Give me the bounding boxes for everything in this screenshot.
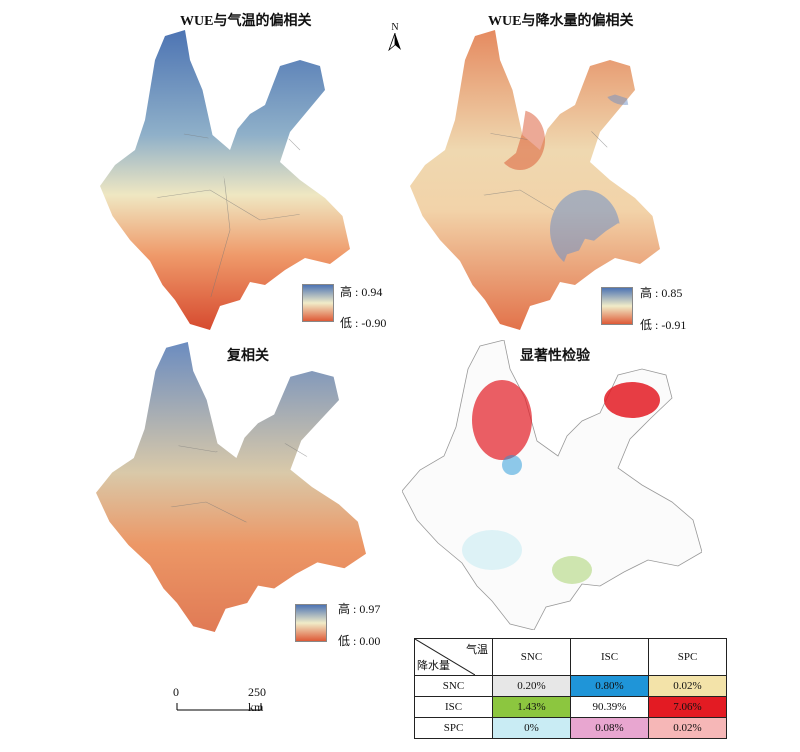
legend-low-temperature: 低 : -0.90 bbox=[340, 316, 387, 330]
legend-ramp-temperature bbox=[302, 284, 334, 322]
map-significance-test bbox=[402, 340, 702, 630]
corner-temperature-label: 气温 bbox=[466, 644, 488, 656]
legend-ramp-multiple bbox=[295, 604, 327, 642]
table-corner: 气温 降水量 bbox=[414, 638, 493, 676]
north-arrow-icon bbox=[388, 32, 401, 52]
legend-high-precipitation: 高 : 0.85 bbox=[640, 286, 683, 300]
map-multiple-correlation bbox=[96, 342, 366, 632]
table-cell: 7.06% bbox=[648, 696, 727, 718]
map-precipitation-partial-correlation bbox=[410, 30, 660, 330]
table-cell: 0.20% bbox=[492, 675, 571, 697]
table-row: ISC 1.43% 90.39% 7.06% bbox=[414, 696, 727, 718]
north-arrow: N bbox=[388, 22, 402, 54]
north-label: N bbox=[391, 22, 399, 33]
col-header-snc: SNC bbox=[492, 638, 571, 676]
legend-low-multiple: 低 : 0.00 bbox=[338, 634, 381, 648]
row-header: ISC bbox=[414, 696, 493, 718]
table-cell: 0.80% bbox=[570, 675, 649, 697]
scale-start: 0 bbox=[173, 685, 179, 699]
row-header: SPC bbox=[414, 717, 493, 739]
table-header-row: 气温 降水量 SNC ISC SPC bbox=[414, 638, 727, 676]
table-cell: 90.39% bbox=[570, 696, 649, 718]
col-header-isc: ISC bbox=[570, 638, 649, 676]
legend-high-multiple: 高 : 0.97 bbox=[338, 602, 381, 616]
table-cell: 0.02% bbox=[648, 675, 727, 697]
scale-bar: 0 250 km bbox=[173, 685, 276, 719]
table-cell: 0% bbox=[492, 717, 571, 739]
table-row: SNC 0.20% 0.80% 0.02% bbox=[414, 675, 727, 697]
row-header: SNC bbox=[414, 675, 493, 697]
table-cell: 1.43% bbox=[492, 696, 571, 718]
col-header-spc: SPC bbox=[648, 638, 727, 676]
panel-title-temperature: WUE与气温的偏相关 bbox=[180, 14, 312, 29]
table-cell: 0.08% bbox=[570, 717, 649, 739]
significance-table: 气温 降水量 SNC ISC SPC SNC 0.20% 0.80% 0.02%… bbox=[414, 638, 727, 739]
corner-precipitation-label: 降水量 bbox=[417, 660, 450, 672]
corner-diagonal bbox=[415, 639, 475, 675]
panel-title-precipitation: WUE与降水量的偏相关 bbox=[488, 14, 634, 29]
map-temperature-partial-correlation bbox=[100, 30, 350, 330]
legend-high-temperature: 高 : 0.94 bbox=[340, 285, 383, 299]
scale-end: 250 km bbox=[248, 685, 266, 714]
legend-low-precipitation: 低 : -0.91 bbox=[640, 318, 687, 332]
table-cell: 0.02% bbox=[648, 717, 727, 739]
table-row: SPC 0% 0.08% 0.02% bbox=[414, 717, 727, 739]
scale-bar-graphic bbox=[176, 703, 262, 711]
panel-title-multiple-correlation: 复相关 bbox=[227, 349, 269, 364]
legend-ramp-precipitation bbox=[601, 287, 633, 325]
panel-title-significance: 显著性检验 bbox=[520, 349, 590, 364]
